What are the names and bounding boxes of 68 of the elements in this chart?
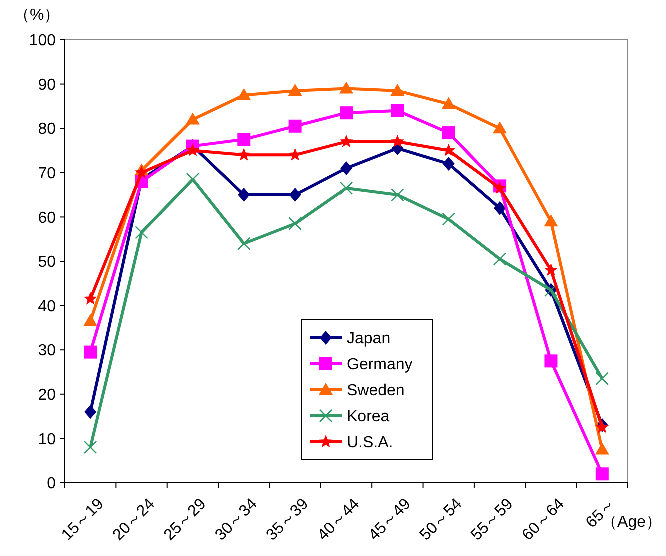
x-tick-label: 55～59 xyxy=(468,496,517,544)
point xyxy=(442,212,456,226)
y-tick-label: 100 xyxy=(29,32,56,50)
point xyxy=(544,263,558,276)
point xyxy=(238,133,251,146)
point xyxy=(493,122,508,134)
point xyxy=(544,214,558,227)
point xyxy=(237,88,252,100)
point xyxy=(390,84,405,96)
point xyxy=(442,157,455,172)
y-tick-label: 80 xyxy=(38,121,56,138)
y-tick-label: 10 xyxy=(38,431,56,448)
point xyxy=(289,188,302,202)
y-tick-label: 20 xyxy=(38,387,56,404)
y-tick-label: 30 xyxy=(38,342,56,360)
point xyxy=(544,354,558,368)
legend-label: U.S.A. xyxy=(347,434,394,452)
point xyxy=(135,166,148,179)
point xyxy=(238,188,250,202)
point xyxy=(340,82,354,94)
x-tick-label: 20～24 xyxy=(110,496,159,544)
y-tick-label: 0 xyxy=(47,476,56,493)
y-tick-label: 50 xyxy=(38,254,56,272)
legend-label: Korea xyxy=(347,408,390,426)
y-tick-label: 40 xyxy=(38,298,56,316)
point xyxy=(84,314,98,326)
point xyxy=(442,126,456,140)
point xyxy=(186,112,200,125)
point xyxy=(186,144,200,156)
x-tick-label: 30～34 xyxy=(212,496,261,544)
x-tick-label: 15～19 xyxy=(58,496,108,544)
y-tick-label: 90 xyxy=(38,76,56,94)
point xyxy=(596,468,609,481)
point xyxy=(84,440,98,454)
point xyxy=(288,217,302,230)
point xyxy=(288,84,302,96)
point xyxy=(237,148,251,161)
legend-label: Germany xyxy=(347,356,413,374)
legend-label: Japan xyxy=(347,330,391,348)
y-axis-title: （%） xyxy=(14,7,60,24)
point xyxy=(237,237,251,250)
point xyxy=(595,442,610,455)
point xyxy=(596,372,610,386)
point xyxy=(340,161,352,176)
x-tick-label: 60～64 xyxy=(519,496,568,544)
x-tick-label: 45～49 xyxy=(366,496,414,544)
point xyxy=(493,252,507,266)
point xyxy=(135,226,148,240)
x-tick-label: 35～39 xyxy=(264,496,312,544)
y-tick-label: 70 xyxy=(38,166,56,182)
point xyxy=(84,405,97,420)
point xyxy=(84,292,98,305)
legend-label: Sweden xyxy=(347,382,405,400)
x-tick-label: 50～54 xyxy=(417,496,466,544)
point xyxy=(391,134,404,148)
point xyxy=(391,188,404,202)
point xyxy=(391,104,404,118)
point xyxy=(84,346,98,359)
x-tick-label: 40～44 xyxy=(314,496,364,544)
x-tick-label: 25～29 xyxy=(161,496,210,544)
point xyxy=(288,120,302,133)
point xyxy=(494,201,506,216)
y-tick-label: 60 xyxy=(38,210,56,227)
point xyxy=(340,182,354,196)
point xyxy=(340,106,353,120)
point xyxy=(340,134,354,148)
point xyxy=(596,420,610,434)
point xyxy=(442,97,456,110)
